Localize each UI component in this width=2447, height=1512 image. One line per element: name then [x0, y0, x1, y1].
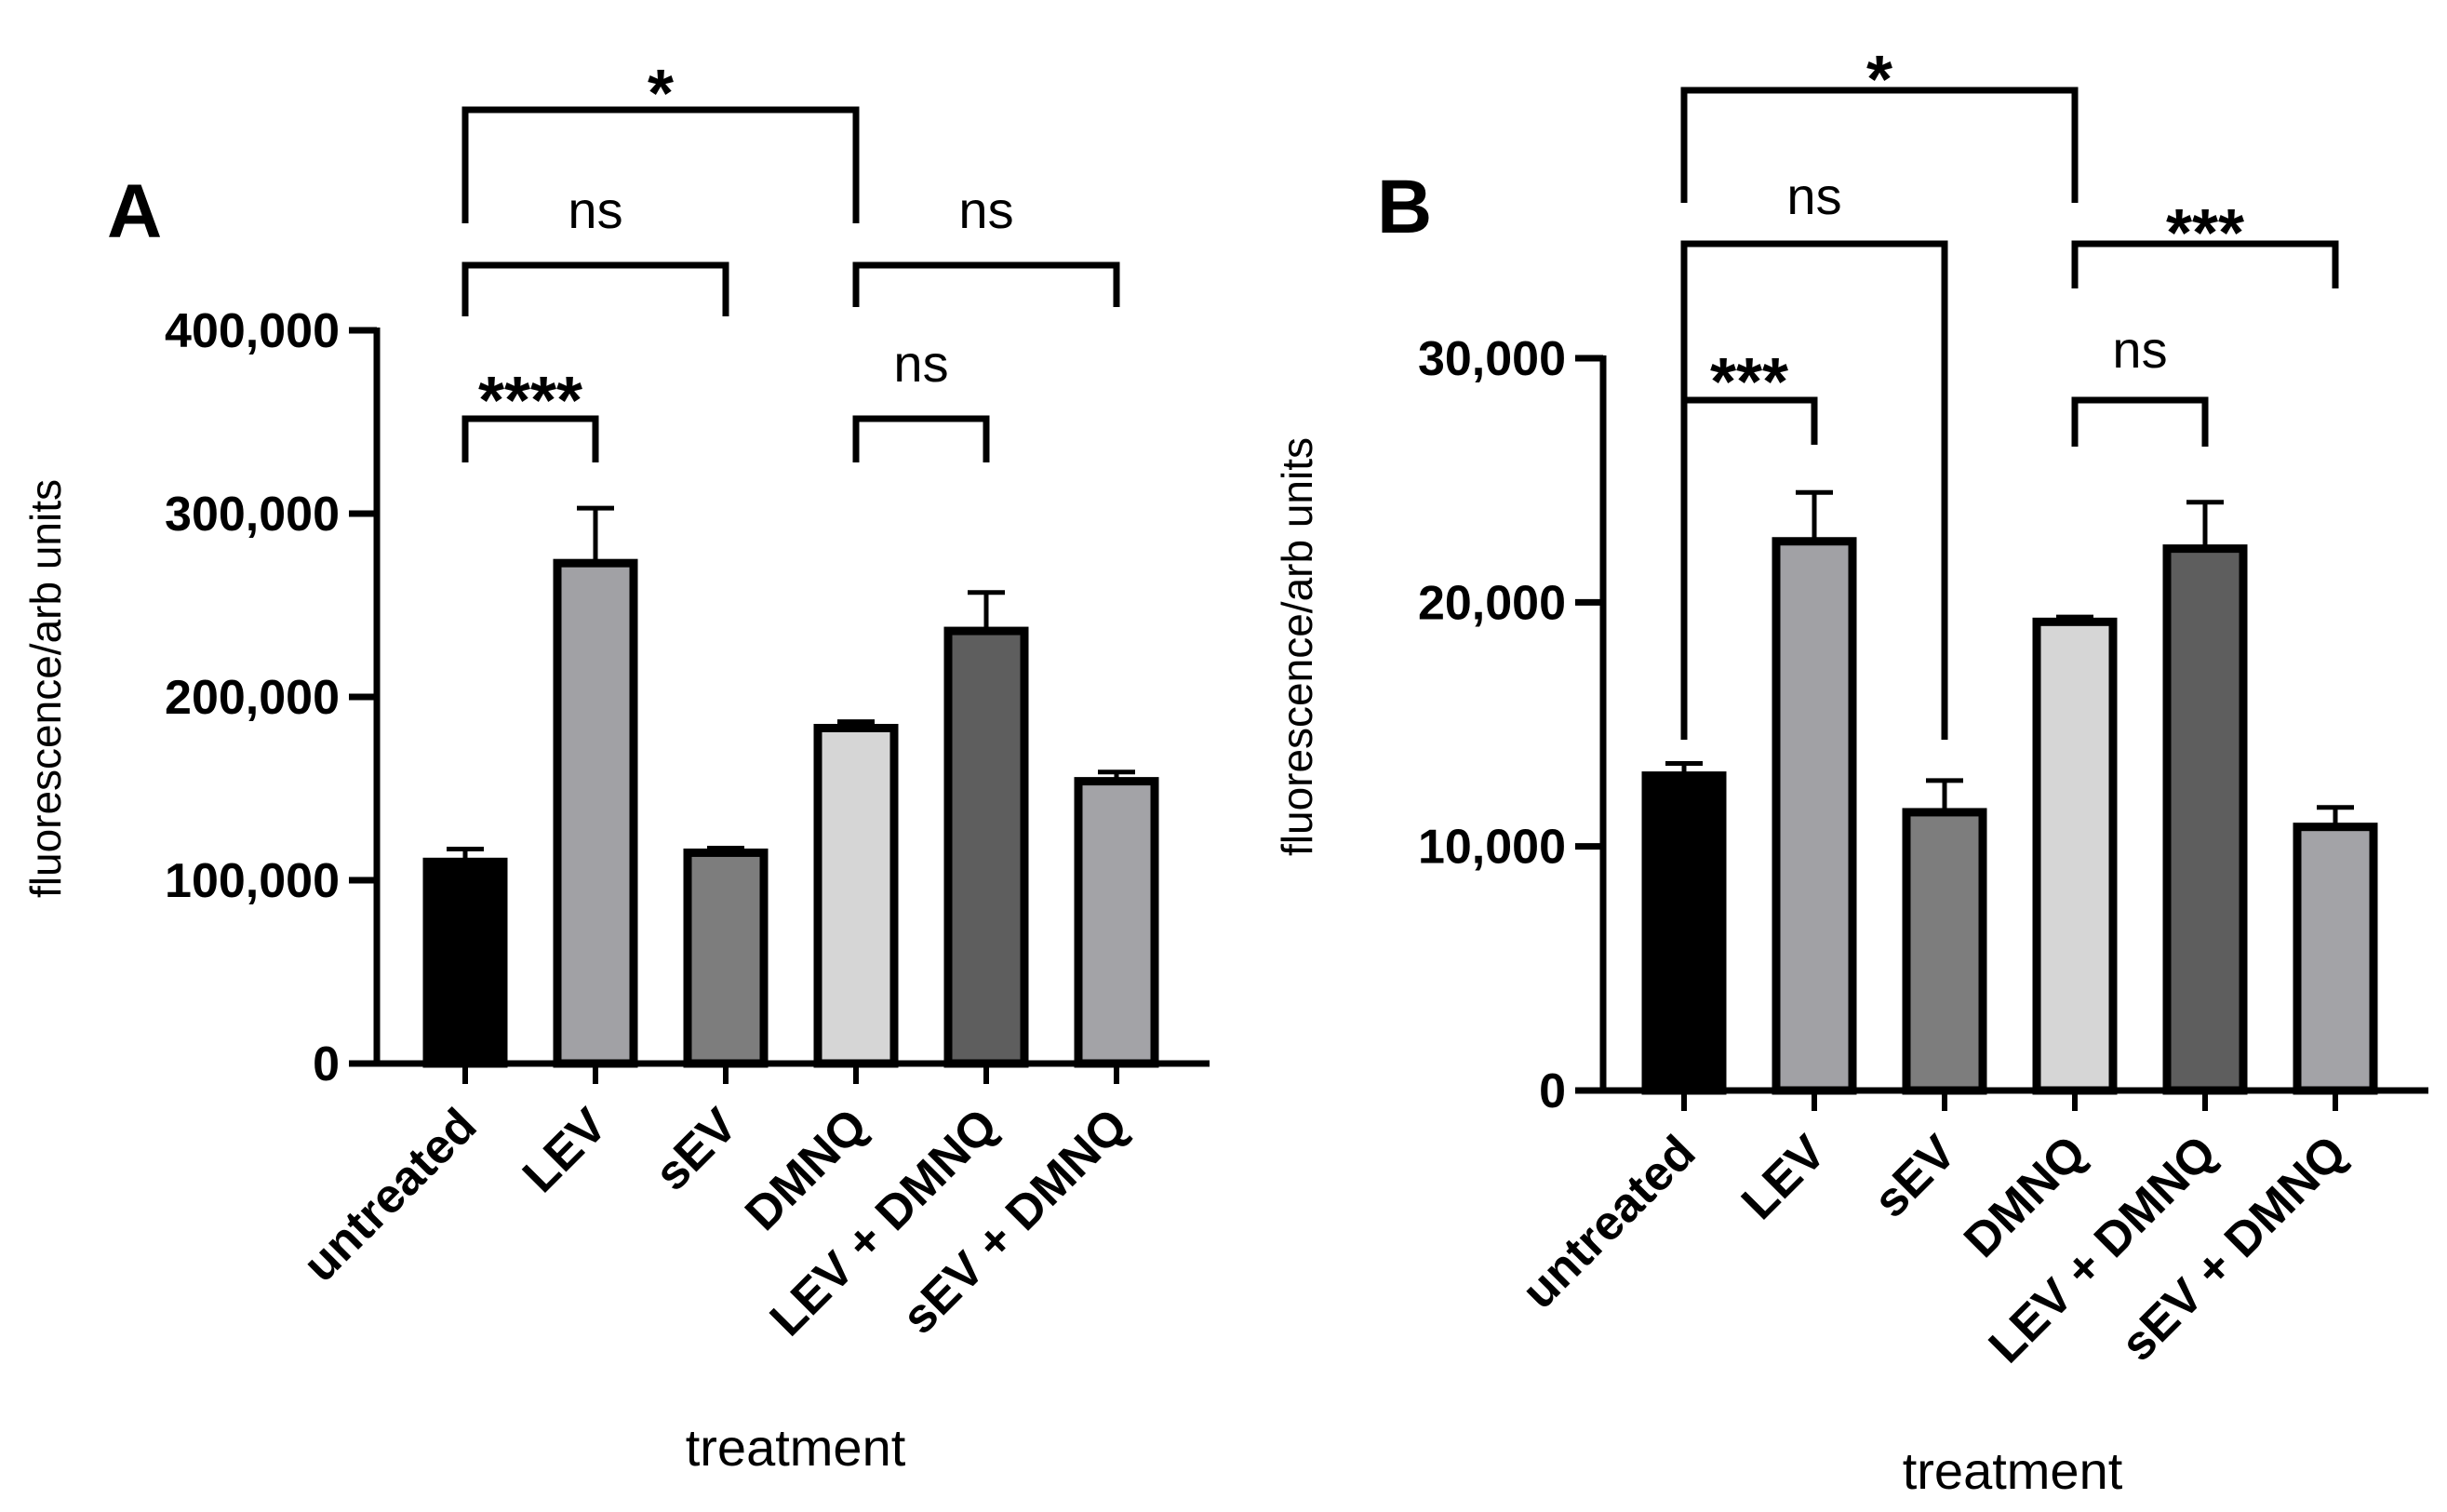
significance-label: ****: [478, 364, 582, 438]
significance-bracket: [461, 261, 729, 316]
significance-label: ns: [893, 334, 948, 393]
x-tick-label: sEV: [645, 1098, 748, 1201]
significance-label: ns: [2112, 320, 2167, 379]
y-tick-label: 200,000: [165, 671, 340, 725]
significance-label: *: [1866, 43, 1892, 117]
bar-dmnq: [2032, 617, 2118, 1095]
y-axis-title: fluorescence/arb units: [21, 479, 70, 898]
x-tick-label: sEV + DMNQ: [892, 1098, 1139, 1345]
bar-lev-dmnq: [943, 626, 1029, 1068]
significance-bracket: [852, 415, 990, 462]
significance-label: *: [648, 57, 674, 131]
bar-sev: [683, 848, 769, 1068]
significance-bracket: [2071, 396, 2209, 447]
x-tick-label: LEV + DMNQ: [1979, 1125, 2227, 1373]
x-tick-label: LEV + DMNQ: [760, 1098, 1009, 1346]
y-tick-label: 30,000: [1418, 332, 1566, 386]
x-tick-label: LEV: [513, 1098, 618, 1203]
significance-bracket: [461, 106, 860, 223]
significance-bracket: [2071, 240, 2339, 288]
x-axis-title: treatment: [686, 1418, 906, 1477]
panel-label: A: [107, 169, 162, 254]
significance-label: ***: [1710, 345, 1788, 420]
x-tick-label: untreated: [1512, 1125, 1706, 1319]
x-tick-label: LEV: [1732, 1125, 1837, 1230]
x-tick-label: untreated: [293, 1098, 488, 1292]
bar-lev: [553, 558, 638, 1068]
y-tick-label: 0: [1539, 1064, 1566, 1118]
panel-label: B: [1377, 165, 1432, 249]
bar-lev-dmnq: [2162, 544, 2248, 1095]
significance-label: ***: [2166, 196, 2244, 271]
bar-sev-dmnq: [1074, 777, 1159, 1068]
bar-untreated: [422, 857, 508, 1068]
bar-sev-dmnq: [2293, 823, 2378, 1095]
bar-dmnq: [813, 723, 899, 1068]
significance-label: ns: [1786, 167, 1841, 225]
y-axis-title: fluorescence/arb units: [1273, 437, 1321, 856]
y-tick-label: 400,000: [165, 304, 340, 358]
y-tick-label: 100,000: [165, 854, 340, 908]
significance-bracket: [852, 261, 1120, 307]
bar-lev: [1772, 537, 1857, 1095]
significance-label: ns: [958, 181, 1013, 239]
significance-bracket: [1680, 240, 1948, 740]
y-tick-label: 0: [313, 1037, 340, 1091]
bar-sev: [1902, 808, 1987, 1095]
significance-bracket: [461, 415, 599, 462]
significance-bracket: [1680, 87, 2079, 203]
y-tick-label: 10,000: [1418, 821, 1566, 875]
x-axis-title: treatment: [1903, 1441, 2123, 1500]
significance-label: ns: [568, 181, 622, 239]
y-tick-label: 300,000: [165, 488, 340, 542]
x-tick-label: sEV + DMNQ: [2111, 1125, 2358, 1372]
bar-untreated: [1641, 771, 1727, 1095]
x-tick-label: sEV: [1864, 1125, 1967, 1228]
y-tick-label: 20,000: [1418, 576, 1566, 630]
